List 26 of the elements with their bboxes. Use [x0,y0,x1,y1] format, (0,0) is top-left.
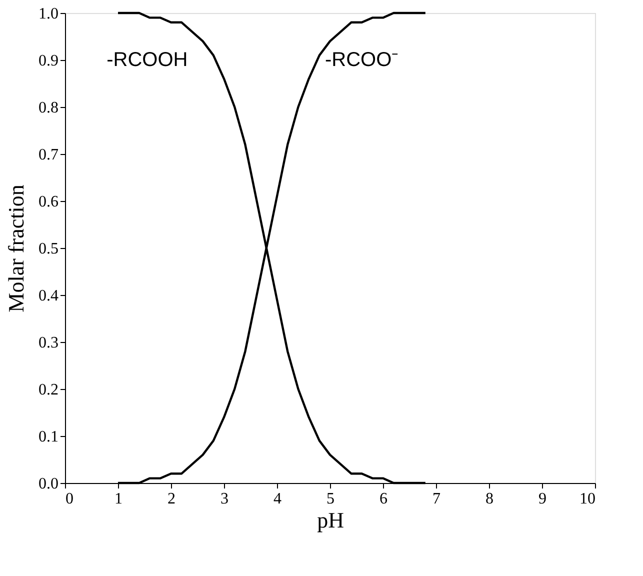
y-tick-label: 0.8 [38,100,58,116]
x-tick-label: 9 [538,490,546,508]
x-tick-label: 1 [114,490,122,508]
x-tick-label: 3 [220,490,228,508]
y-tick-label: 1.0 [38,6,58,22]
y-tick-label: 0.6 [38,194,58,210]
x-tick-label: 0 [66,490,74,508]
y-tick-label: 0.7 [38,146,58,164]
x-axis-title: pH [317,508,344,532]
x-tick-label: 6 [380,490,388,508]
y-tick-label: 0.5 [38,240,58,258]
y-tick-label: 0.1 [38,428,58,446]
x-tick-label: 4 [274,490,282,508]
x-tick-label: 5 [326,490,334,508]
x-tick-label: 2 [168,490,176,508]
series-label: -RCOO⁻ [324,49,399,71]
y-tick-label: 0.3 [38,334,58,352]
series-label: -RCOOH [106,49,188,71]
y-tick-label: 0.2 [38,382,58,398]
x-tick-label: 8 [486,490,494,508]
y-tick-label: 0.9 [38,52,58,70]
y-tick-label: 0.0 [38,476,58,492]
x-tick-label: 10 [580,490,596,508]
x-tick-label: 7 [432,490,440,508]
y-tick-label: 0.4 [38,288,58,304]
y-axis-title: Molar fraction [4,184,28,312]
